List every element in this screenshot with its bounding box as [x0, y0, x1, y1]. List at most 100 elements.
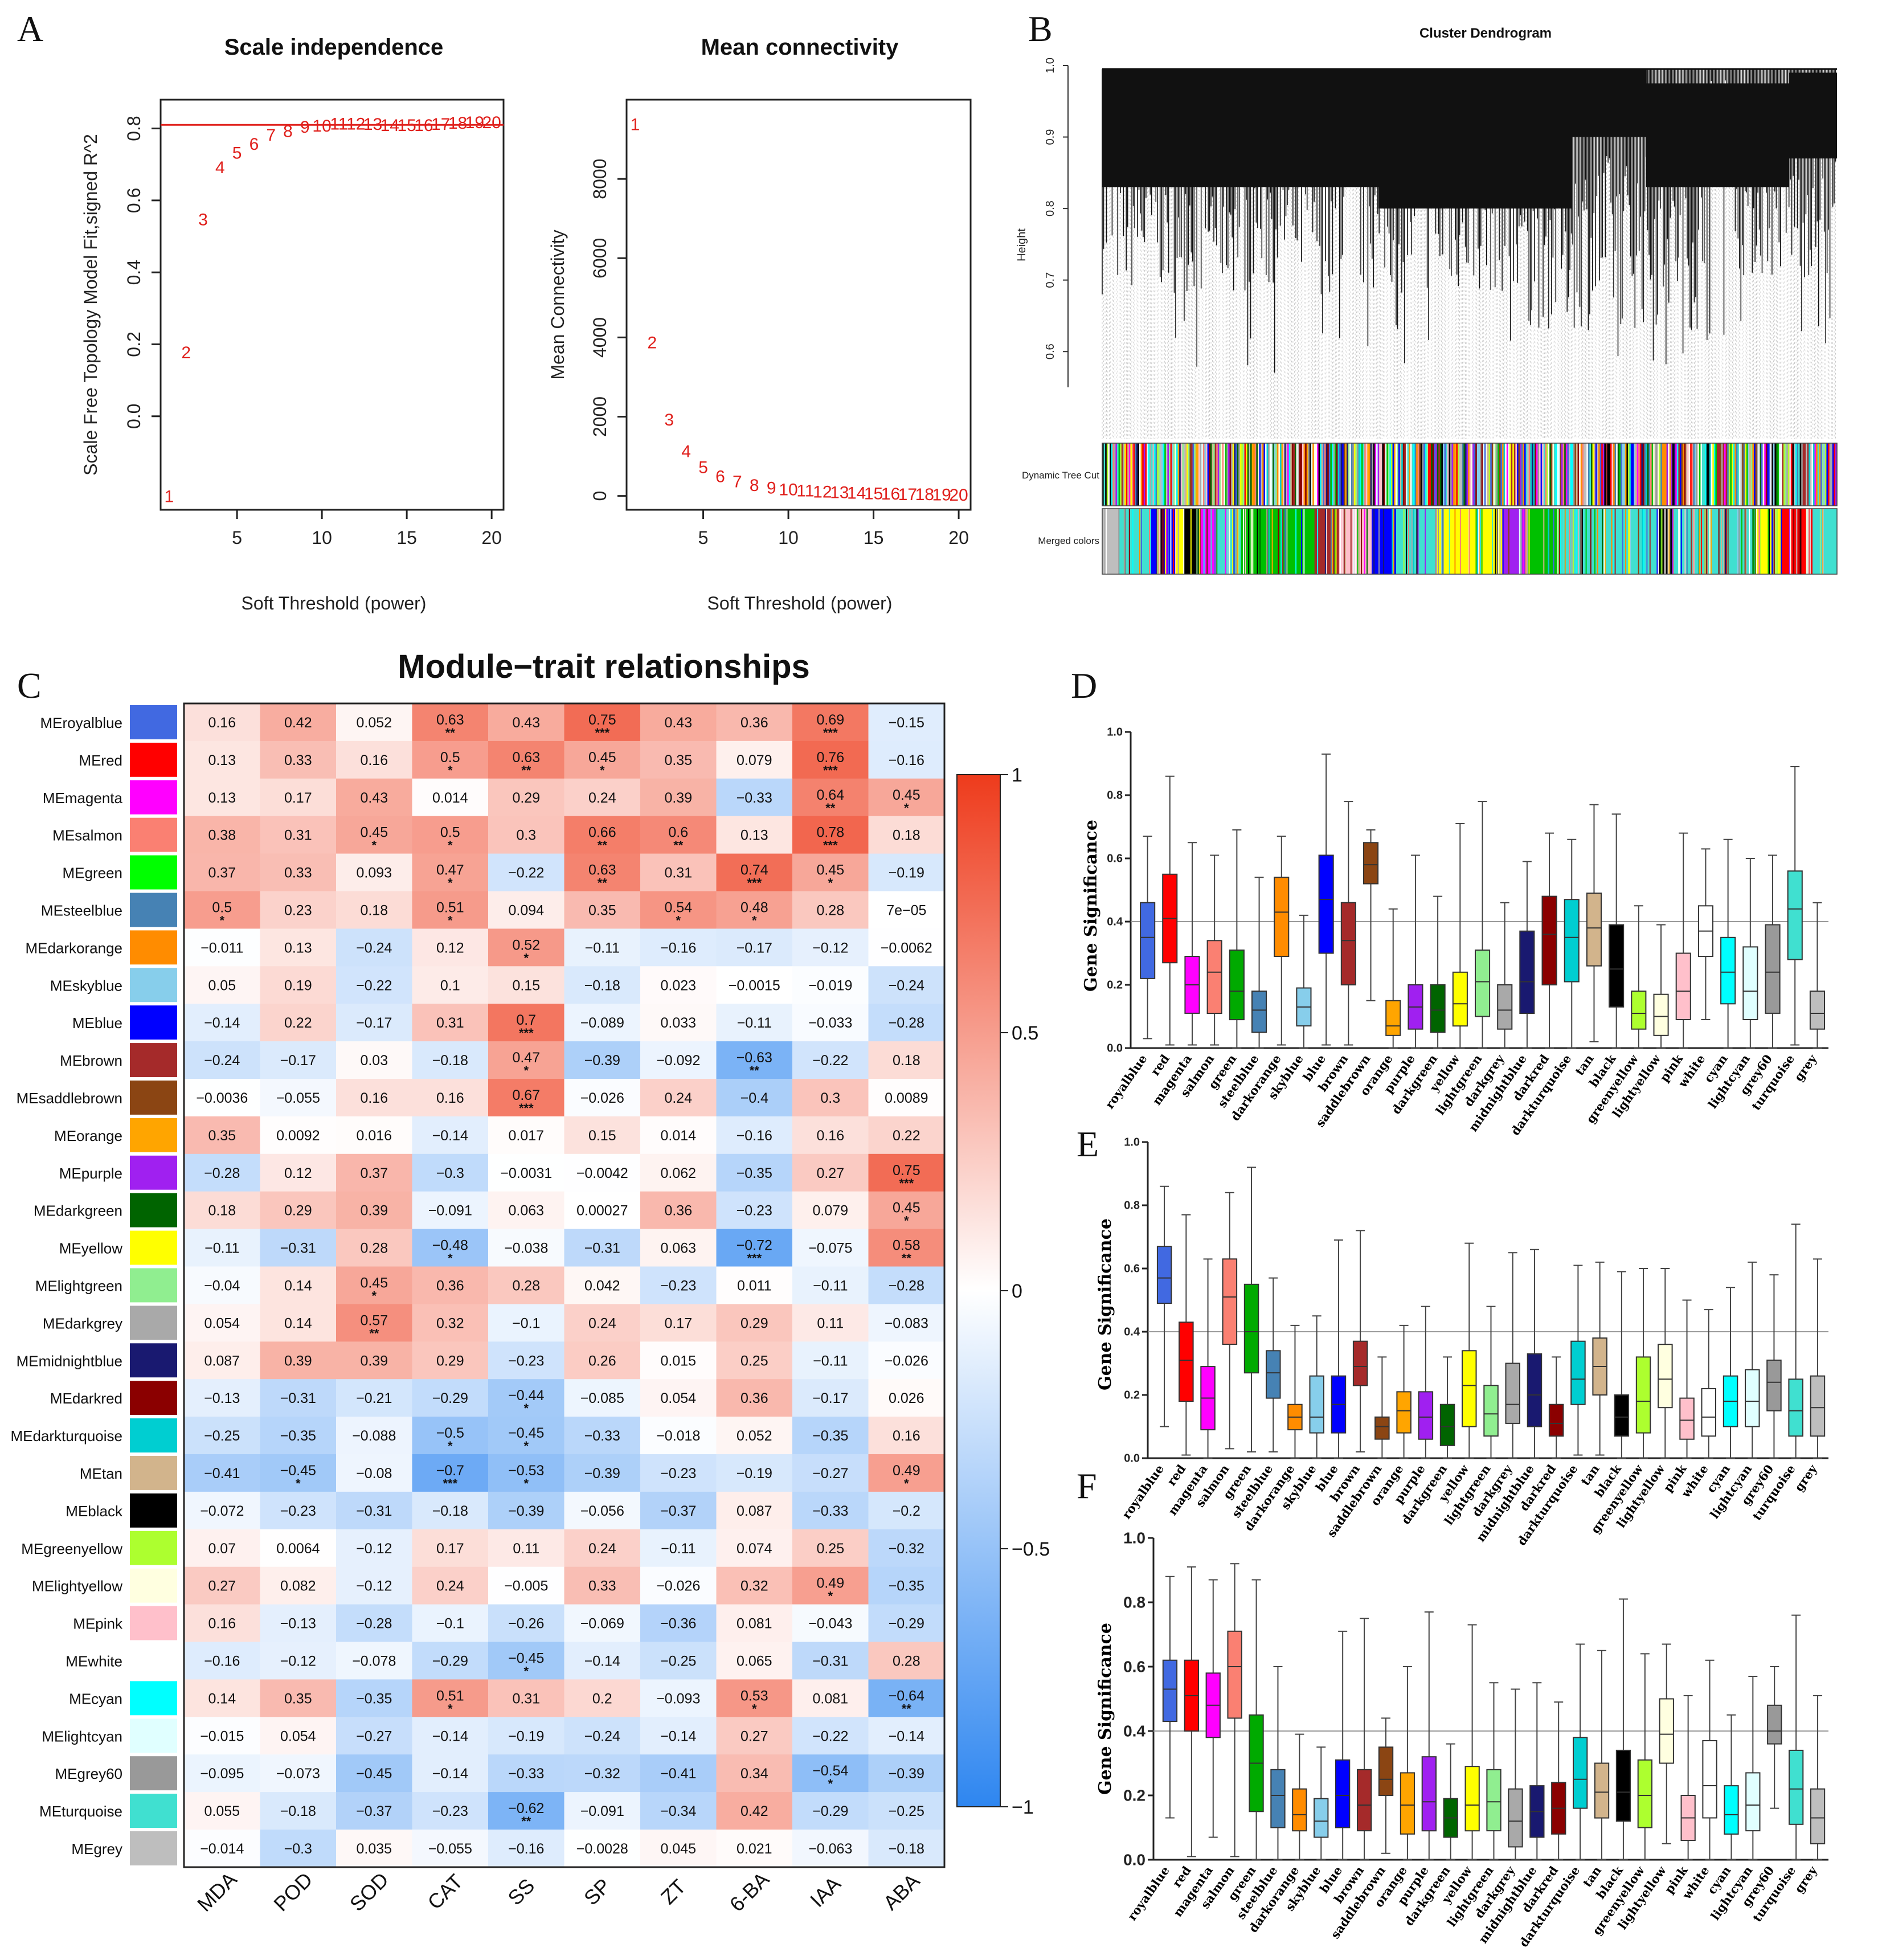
heatmap-cell [488, 1266, 564, 1304]
cell-significance: * [752, 1701, 757, 1716]
heatmap-cell [868, 1642, 945, 1680]
dynamic-tree-cut-bar [1320, 443, 1322, 506]
cell-value: 0.45 [588, 750, 616, 766]
dynamic-tree-cut-frame [1102, 443, 1838, 506]
heatmap-cell [260, 1642, 337, 1680]
merged-color-stripe [1344, 509, 1346, 574]
cell-value: −0.54 [812, 1763, 848, 1779]
merged-color-stripe [1159, 509, 1161, 574]
cell-value: 0.31 [284, 828, 312, 844]
merged-color-stripe [1758, 509, 1760, 574]
heatmap-cell [564, 1754, 641, 1793]
y-tick-label: 0.2 [124, 332, 144, 357]
heatmap-cell [716, 1454, 793, 1492]
box-lightyellow [1659, 1698, 1674, 1764]
dynamic-tree-cut-bar [1459, 443, 1461, 506]
dynamic-tree-cut-bar [1184, 443, 1185, 506]
heatmap-cell [336, 1153, 412, 1192]
dynamic-tree-cut-bar [1557, 443, 1559, 506]
heatmap-cell [564, 1792, 641, 1830]
heatmap-cell [564, 1717, 641, 1755]
dynamic-tree-cut-bar [1696, 443, 1698, 506]
merged-color-stripe [1582, 509, 1583, 574]
dynamic-tree-cut-bar [1486, 443, 1488, 506]
dynamic-tree-cut-bar [1258, 443, 1259, 506]
dynamic-tree-cut-bar [1377, 443, 1380, 506]
heatmap-cell [412, 1642, 489, 1680]
dynamic-tree-cut-bar [1212, 443, 1214, 506]
dynamic-tree-cut-bar [1404, 443, 1406, 506]
module-axis-label: grey [1791, 1863, 1820, 1896]
cell-value: 0.093 [357, 865, 392, 881]
dynamic-tree-cut-bar [1228, 443, 1230, 506]
heatmap-cell [716, 1379, 793, 1417]
merged-color-stripe [1301, 509, 1303, 574]
heatmap-cell [184, 1566, 260, 1605]
heatmap-cell [564, 891, 641, 929]
heatmap-cell [792, 1417, 869, 1455]
heatmap-cell [488, 1379, 564, 1417]
dynamic-tree-cut-bar [1745, 443, 1747, 506]
merged-color-stripe [1284, 509, 1286, 574]
cell-value: −0.26 [508, 1616, 544, 1632]
heatmap-cell [260, 1153, 337, 1192]
dynamic-tree-cut-bar [1423, 443, 1426, 506]
dynamic-tree-cut-bar [1277, 443, 1279, 506]
cell-value: 0.31 [436, 1015, 464, 1031]
cell-value: −0.21 [356, 1390, 392, 1406]
heatmap-cell [640, 1566, 717, 1605]
merged-color-stripe [1597, 509, 1598, 574]
dynamic-tree-cut-bar [1614, 443, 1617, 506]
merged-color-stripe [1442, 509, 1444, 574]
merged-color-stripe [1569, 509, 1570, 574]
cell-value: −0.33 [737, 790, 772, 806]
cell-value: −0.22 [812, 1053, 848, 1069]
dynamic-tree-cut-bar [1537, 443, 1540, 506]
heatmap-cell [260, 1491, 337, 1530]
dynamic-tree-cut-bar [1579, 443, 1581, 506]
cell-significance: ** [750, 1063, 760, 1078]
merged-color-stripe [1789, 509, 1790, 574]
dynamic-tree-cut-bar [1302, 443, 1304, 506]
merged-color-stripe [1177, 509, 1179, 574]
merged-color-stripe [1227, 509, 1229, 574]
merged-color-stripe [1475, 509, 1477, 574]
dynamic-tree-cut-bar [1650, 443, 1652, 506]
dynamic-tree-cut-bar [1431, 443, 1433, 506]
cell-value: −0.026 [580, 1090, 624, 1106]
cell-value: 0.021 [737, 1841, 772, 1857]
heatmap-cell [868, 891, 945, 929]
dynamic-tree-cut-bar [1613, 443, 1615, 506]
cell-value: 0.45 [893, 787, 920, 803]
heatmap-cell [260, 1266, 337, 1304]
cell-value: 0.39 [664, 790, 692, 806]
color-scale-legend: 10.50−0.5−1 [956, 764, 1050, 1818]
cell-value: −0.075 [808, 1241, 852, 1257]
dynamic-tree-cut-bar [1135, 443, 1137, 506]
dynamic-tree-cut-bar [1786, 443, 1789, 506]
cell-significance: ** [598, 876, 608, 890]
dynamic-tree-cut-bar [1582, 443, 1584, 506]
dynamic-tree-cut-bar [1355, 443, 1357, 506]
dynamic-tree-cut-bar [1185, 443, 1187, 506]
dynamic-tree-cut-bar [1488, 443, 1491, 506]
heatmap-cell [716, 1792, 793, 1830]
heatmap-cell [412, 1341, 489, 1380]
heatmap-cell [412, 928, 489, 967]
power-point: 1 [165, 488, 174, 506]
merged-color-stripe [1161, 509, 1163, 574]
heatmap-cell [184, 1529, 260, 1568]
merged-color-stripe [1324, 509, 1326, 574]
legend-tick-label: −0.5 [1012, 1538, 1050, 1560]
heatmap-cell [184, 1341, 260, 1380]
dynamic-tree-cut-bar [1370, 443, 1372, 506]
power-point: 13 [830, 484, 849, 502]
dynamic-tree-cut-bar [1261, 443, 1263, 506]
merged-color-stripe [1796, 509, 1798, 574]
cell-value: −0.7 [436, 1463, 464, 1479]
merged-color-stripe [1295, 509, 1297, 574]
merged-color-stripe [1214, 509, 1216, 574]
x-tick-label: 15 [396, 527, 417, 548]
merged-color-stripe [1528, 509, 1530, 574]
dynamic-tree-cut-bar [1732, 443, 1733, 506]
